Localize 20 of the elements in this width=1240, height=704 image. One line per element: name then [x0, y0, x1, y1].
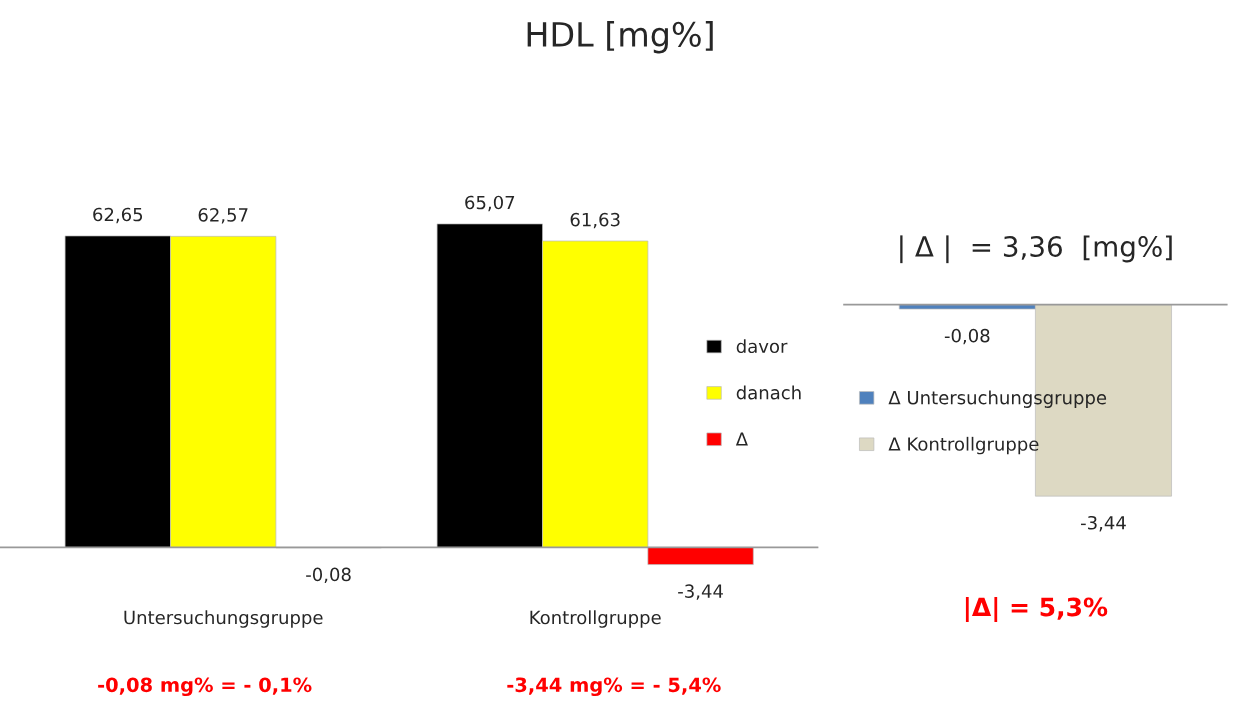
data-label: 62,57: [198, 208, 248, 224]
text: -3,44 mg% = - 5,4%: [507, 677, 721, 697]
chart-title: HDL [mg%]: [527, 21, 713, 54]
legend-label: danach: [736, 385, 801, 400]
x-tick-label: Kontrollgruppe: [530, 610, 661, 628]
data-label: 62,65: [93, 207, 143, 224]
data-label: -3,44: [1081, 515, 1126, 532]
legend-label: davor: [736, 339, 788, 354]
text: -0,08 mg% = - 0,1%: [98, 677, 312, 697]
data-label: -0,08: [944, 328, 990, 345]
data-label: 61,63: [570, 212, 620, 229]
legend-label: Δ Kontrollgruppe: [888, 436, 1039, 455]
data-label: 65,07: [465, 195, 515, 212]
x-tick-label: Untersuchungsgruppe: [124, 610, 323, 628]
data-label: -3,44: [678, 584, 723, 600]
chart-title: | Δ | = 3,36 [mg%]: [900, 235, 1172, 264]
legend-label: Δ Untersuchungsgruppe: [888, 390, 1107, 408]
data-label: -0,08: [306, 567, 351, 584]
legend-label: Δ: [735, 432, 748, 446]
text: |Δ| = 5,3%: [965, 596, 1108, 622]
